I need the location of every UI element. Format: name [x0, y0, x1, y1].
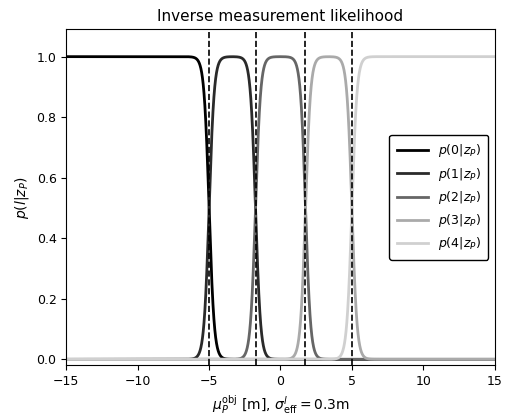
$p(3|z_P)$: [491, 357, 497, 362]
$p(4|z_P)$: [147, 357, 153, 362]
$p(4|z_P)$: [63, 357, 69, 362]
$p(4|z_P)$: [468, 54, 474, 59]
$p(3|z_P)$: [147, 357, 153, 362]
$p(4|z_P)$: [89, 357, 95, 362]
Line: $p(2|z_P)$: $p(2|z_P)$: [66, 57, 494, 360]
$p(3|z_P)$: [442, 357, 448, 362]
$p(0|z_P)$: [300, 357, 306, 362]
$p(4|z_P)$: [442, 54, 448, 59]
Line: $p(3|z_P)$: $p(3|z_P)$: [66, 57, 494, 360]
$p(3|z_P)$: [272, 357, 278, 362]
$p(2|z_P)$: [65, 357, 71, 362]
Title: Inverse measurement likelihood: Inverse measurement likelihood: [157, 9, 403, 24]
$p(0|z_P)$: [63, 54, 69, 59]
$p(3|z_P)$: [89, 357, 95, 362]
$p(1|z_P)$: [89, 357, 95, 362]
$p(1|z_P)$: [63, 357, 69, 362]
$p(4|z_P)$: [81, 357, 87, 362]
$p(2|z_P)$: [63, 357, 69, 362]
$p(3|z_P)$: [81, 357, 87, 362]
$p(1|z_P)$: [468, 357, 474, 362]
$p(0|z_P)$: [468, 357, 474, 362]
$p(0|z_P)$: [81, 54, 87, 59]
$p(0|z_P)$: [147, 54, 153, 59]
$p(2|z_P)$: [277, 54, 283, 59]
$p(0|z_P)$: [65, 54, 71, 59]
$p(0|z_P)$: [491, 357, 497, 362]
$p(2|z_P)$: [468, 357, 474, 362]
Line: $p(4|z_P)$: $p(4|z_P)$: [66, 57, 494, 360]
$p(4|z_P)$: [491, 54, 497, 59]
$p(1|z_P)$: [346, 357, 352, 362]
$p(4|z_P)$: [272, 357, 278, 362]
$p(3|z_P)$: [65, 357, 71, 362]
$p(1|z_P)$: [229, 54, 235, 59]
X-axis label: $\mu_P^{\mathrm{obj}}$ [m], $\sigma_{\mathrm{eff}}^{l} = 0.3$m: $\mu_P^{\mathrm{obj}}$ [m], $\sigma_{\ma…: [211, 394, 349, 417]
$p(2|z_P)$: [81, 357, 87, 362]
$p(0|z_P)$: [272, 357, 278, 362]
$p(1|z_P)$: [65, 357, 71, 362]
Legend: $p(0|z_P)$, $p(1|z_P)$, $p(2|z_P)$, $p(3|z_P)$, $p(4|z_P)$: $p(0|z_P)$, $p(1|z_P)$, $p(2|z_P)$, $p(3…: [388, 135, 488, 260]
Y-axis label: $p(l|z_P)$: $p(l|z_P)$: [13, 176, 31, 219]
$p(1|z_P)$: [147, 357, 153, 362]
$p(2|z_P)$: [89, 357, 95, 362]
$p(1|z_P)$: [81, 357, 87, 362]
$p(1|z_P)$: [272, 357, 278, 362]
$p(2|z_P)$: [147, 357, 153, 362]
$p(4|z_P)$: [65, 357, 71, 362]
$p(3|z_P)$: [63, 357, 69, 362]
$p(2|z_P)$: [272, 54, 278, 59]
Line: $p(1|z_P)$: $p(1|z_P)$: [66, 57, 494, 360]
$p(1|z_P)$: [491, 357, 497, 362]
$p(3|z_P)$: [468, 357, 474, 362]
$p(2|z_P)$: [396, 357, 402, 362]
Line: $p(0|z_P)$: $p(0|z_P)$: [66, 57, 494, 360]
$p(0|z_P)$: [89, 54, 95, 59]
$p(3|z_P)$: [325, 54, 331, 59]
$p(2|z_P)$: [491, 357, 497, 362]
